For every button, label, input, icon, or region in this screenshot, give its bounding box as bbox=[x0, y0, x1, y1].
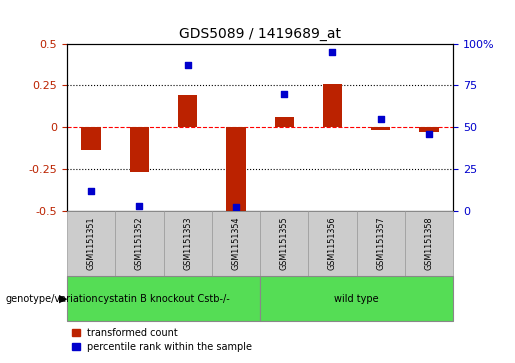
Text: GSM1151356: GSM1151356 bbox=[328, 216, 337, 270]
Point bbox=[329, 49, 337, 55]
Bar bbox=[178, 95, 197, 127]
Text: cystatin B knockout Cstb-/-: cystatin B knockout Cstb-/- bbox=[98, 294, 229, 303]
Text: ▶: ▶ bbox=[59, 294, 68, 303]
Point bbox=[425, 131, 433, 136]
Bar bbox=[226, 127, 246, 211]
Point bbox=[376, 116, 385, 122]
Text: wild type: wild type bbox=[334, 294, 379, 303]
Text: GSM1151355: GSM1151355 bbox=[280, 216, 289, 270]
Point bbox=[232, 204, 240, 210]
Bar bbox=[274, 117, 294, 127]
Point bbox=[183, 62, 192, 68]
Legend: transformed count, percentile rank within the sample: transformed count, percentile rank withi… bbox=[72, 328, 252, 352]
Point bbox=[135, 203, 144, 208]
Point bbox=[87, 188, 95, 193]
Bar bbox=[371, 127, 390, 130]
Text: genotype/variation: genotype/variation bbox=[5, 294, 98, 303]
Text: GSM1151358: GSM1151358 bbox=[424, 216, 434, 270]
Bar bbox=[81, 127, 101, 150]
Text: GSM1151353: GSM1151353 bbox=[183, 216, 192, 270]
Text: GSM1151351: GSM1151351 bbox=[87, 216, 96, 270]
Bar bbox=[130, 127, 149, 172]
Text: GSM1151354: GSM1151354 bbox=[231, 216, 241, 270]
Title: GDS5089 / 1419689_at: GDS5089 / 1419689_at bbox=[179, 27, 341, 41]
Text: GSM1151352: GSM1151352 bbox=[135, 216, 144, 270]
Bar bbox=[323, 83, 342, 127]
Point bbox=[280, 91, 288, 97]
Bar bbox=[419, 127, 439, 132]
Text: GSM1151357: GSM1151357 bbox=[376, 216, 385, 270]
